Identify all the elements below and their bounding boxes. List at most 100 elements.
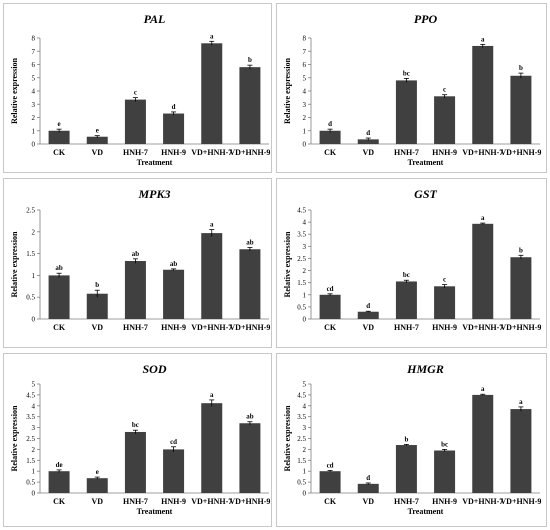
bar-ck bbox=[319, 471, 341, 493]
bar-hnh-9 bbox=[163, 449, 185, 493]
significance-letter: ab bbox=[170, 260, 178, 268]
y-tick-label: 7 bbox=[32, 48, 36, 56]
bar-ck bbox=[48, 275, 70, 319]
y-tick-label: 5 bbox=[303, 74, 307, 82]
y-axis-title: Relative expression bbox=[10, 405, 19, 471]
bar-ck bbox=[48, 471, 70, 493]
y-tick-label: 3.5 bbox=[297, 231, 306, 239]
x-category-label: HNH-7 bbox=[123, 323, 148, 332]
x-category-label: VD+HNH-9 bbox=[500, 148, 541, 157]
bar-vd-hnh-7 bbox=[201, 43, 223, 144]
y-tick-label: 4 bbox=[303, 402, 307, 410]
y-tick-label: 3 bbox=[303, 424, 307, 432]
significance-letter: cd bbox=[327, 285, 334, 293]
significance-letter: a bbox=[481, 35, 485, 43]
y-tick-label: 4.5 bbox=[297, 207, 306, 215]
x-category-label: VD bbox=[362, 497, 374, 506]
bar-hnh-9 bbox=[434, 450, 456, 493]
chart-title: PAL bbox=[144, 12, 166, 26]
bar-hnh-7 bbox=[124, 431, 146, 493]
chart-panel-pal: PAL 0 1 2 3 4 5 6 7 8 Relative expression e CK e VD c HN… bbox=[3, 3, 272, 173]
significance-letter: ab bbox=[132, 250, 140, 258]
panel-frame bbox=[276, 353, 547, 527]
bar-hnh-9 bbox=[434, 286, 456, 319]
x-category-label: CK bbox=[324, 148, 337, 157]
x-category-label: VD+HNH-7 bbox=[462, 323, 503, 332]
bar-vd bbox=[357, 483, 379, 493]
x-category-label: VD bbox=[91, 323, 103, 332]
bar-vd bbox=[86, 478, 108, 493]
y-tick-label: 0 bbox=[32, 141, 36, 149]
chart-title: HMGR bbox=[406, 362, 444, 376]
chart-title: GST bbox=[414, 187, 437, 201]
x-category-label: CK bbox=[324, 323, 337, 332]
y-tick-label: 0 bbox=[303, 316, 307, 324]
significance-letter: a bbox=[481, 385, 485, 393]
y-tick-label: 2.5 bbox=[297, 255, 306, 263]
significance-letter: d bbox=[366, 474, 370, 482]
significance-letter: e bbox=[96, 127, 99, 135]
significance-letter: c bbox=[443, 86, 446, 94]
y-tick-label: 1.5 bbox=[297, 457, 306, 465]
x-category-label: CK bbox=[324, 497, 337, 506]
significance-letter: bc bbox=[403, 271, 410, 279]
x-category-label: HNH-9 bbox=[432, 148, 457, 157]
significance-letter: a bbox=[210, 32, 214, 40]
significance-letter: e bbox=[96, 468, 99, 476]
x-category-label: HNH-9 bbox=[161, 148, 186, 157]
bar-vd bbox=[357, 311, 379, 319]
x-category-label: VD bbox=[91, 497, 103, 506]
bar-vd-hnh-7 bbox=[472, 45, 494, 145]
y-tick-label: 2 bbox=[32, 114, 36, 122]
y-tick-label: 4 bbox=[32, 402, 36, 410]
bar-vd-hnh-9 bbox=[239, 423, 261, 493]
bar-hnh-9 bbox=[163, 269, 185, 319]
significance-letter: cd bbox=[170, 438, 177, 446]
bar-hnh-9 bbox=[434, 96, 456, 144]
y-tick-label: 2 bbox=[303, 267, 307, 275]
y-tick-label: 3 bbox=[32, 424, 36, 432]
x-category-label: VD+HNH-9 bbox=[229, 148, 270, 157]
chart-panel-hmgr: HMGR 0 0.5 1 1.5 2 2.5 3 3.5 4 4.5 5 Relative expres… bbox=[276, 353, 547, 527]
significance-letter: b bbox=[248, 56, 252, 64]
x-category-label: VD+HNH-9 bbox=[229, 323, 270, 332]
x-category-label: HNH-9 bbox=[161, 497, 186, 506]
y-tick-label: 1.5 bbox=[297, 279, 306, 287]
x-category-label: HNH-7 bbox=[394, 148, 419, 157]
chart-title: MPK3 bbox=[137, 187, 170, 201]
y-tick-label: 6 bbox=[303, 61, 307, 69]
y-tick-label: 2 bbox=[32, 446, 36, 454]
bar-vd-hnh-7 bbox=[472, 223, 494, 319]
x-category-label: VD+HNH-7 bbox=[191, 497, 232, 506]
y-tick-label: 4.5 bbox=[297, 391, 306, 399]
y-tick-label: 3.5 bbox=[297, 413, 306, 421]
y-tick-label: 5 bbox=[32, 74, 36, 82]
x-axis-title: Treatment bbox=[408, 507, 444, 516]
y-tick-label: 2 bbox=[303, 446, 307, 454]
y-tick-label: 1.5 bbox=[26, 250, 35, 258]
y-tick-label: 0 bbox=[32, 490, 36, 498]
x-axis-title: Treatment bbox=[408, 158, 444, 167]
y-tick-label: 2.5 bbox=[297, 435, 306, 443]
significance-letter: c bbox=[443, 276, 446, 284]
significance-letter: a bbox=[519, 398, 523, 406]
y-tick-label: 0.5 bbox=[297, 303, 306, 311]
y-tick-label: 6 bbox=[32, 61, 36, 69]
y-tick-label: 4 bbox=[303, 219, 307, 227]
bar-vd-hnh-7 bbox=[472, 394, 494, 493]
x-category-label: CK bbox=[53, 148, 66, 157]
significance-letter: cd bbox=[327, 462, 334, 470]
bar-ck bbox=[319, 130, 341, 144]
y-axis-title: Relative expression bbox=[10, 231, 19, 297]
y-tick-label: 0.5 bbox=[26, 294, 35, 302]
y-axis-title: Relative expression bbox=[283, 405, 292, 471]
bar-hnh-7 bbox=[395, 445, 417, 493]
y-tick-label: 2 bbox=[32, 228, 36, 236]
panel-frame bbox=[276, 3, 547, 173]
significance-letter: b bbox=[95, 281, 99, 289]
y-tick-label: 0 bbox=[303, 141, 307, 149]
x-category-label: CK bbox=[53, 497, 66, 506]
y-tick-label: 0.5 bbox=[26, 479, 35, 487]
x-category-label: HNH-9 bbox=[432, 497, 457, 506]
